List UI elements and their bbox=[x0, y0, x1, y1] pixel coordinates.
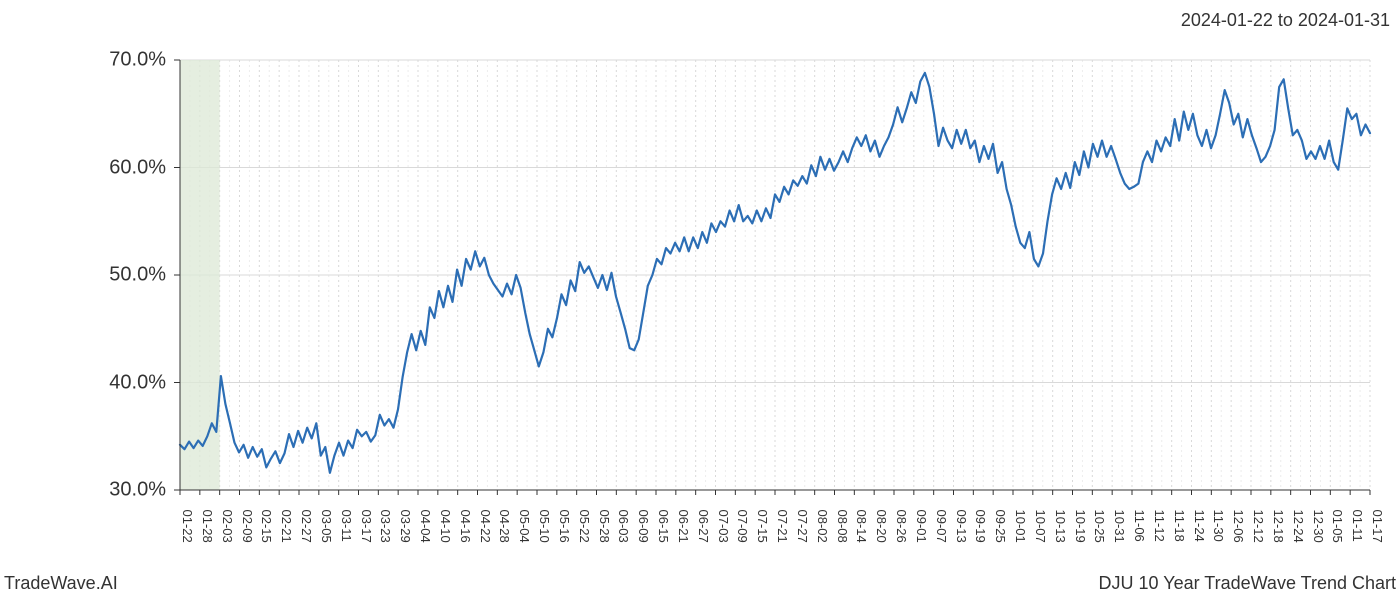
x-tick-label: 10-19 bbox=[1073, 510, 1088, 543]
x-tick-label: 05-04 bbox=[517, 510, 532, 543]
y-tick-label: 70.0% bbox=[0, 49, 166, 72]
x-tick-label: 08-26 bbox=[894, 510, 909, 543]
x-tick-label: 10-01 bbox=[1013, 510, 1028, 543]
x-tick-label: 02-15 bbox=[259, 510, 274, 543]
x-tick-label: 07-09 bbox=[735, 510, 750, 543]
x-tick-label: 01-28 bbox=[200, 510, 215, 543]
x-tick-label: 12-30 bbox=[1311, 510, 1326, 543]
y-tick-label: 60.0% bbox=[0, 156, 166, 179]
x-tick-label: 11-24 bbox=[1192, 510, 1207, 542]
x-tick-label: 06-27 bbox=[696, 510, 711, 543]
x-tick-label: 11-18 bbox=[1172, 510, 1187, 542]
x-tick-label: 12-24 bbox=[1291, 510, 1306, 543]
x-tick-label: 06-09 bbox=[636, 510, 651, 543]
x-tick-label: 09-07 bbox=[934, 510, 949, 543]
chart-title: DJU 10 Year TradeWave Trend Chart bbox=[1099, 573, 1396, 594]
x-tick-label: 03-05 bbox=[319, 510, 334, 543]
x-tick-label: 06-03 bbox=[616, 510, 631, 543]
x-tick-label: 10-31 bbox=[1112, 510, 1127, 543]
x-tick-label: 07-27 bbox=[795, 510, 810, 543]
x-tick-label: 04-10 bbox=[438, 510, 453, 543]
x-tick-label: 10-25 bbox=[1092, 510, 1107, 543]
x-tick-label: 01-11 bbox=[1350, 510, 1365, 542]
x-tick-label: 03-11 bbox=[339, 510, 354, 542]
x-tick-label: 08-02 bbox=[815, 510, 830, 543]
x-tick-label: 07-03 bbox=[716, 510, 731, 543]
x-tick-label: 02-27 bbox=[299, 510, 314, 543]
x-tick-label: 12-18 bbox=[1271, 510, 1286, 543]
x-tick-label: 01-22 bbox=[180, 510, 195, 543]
y-tick-label: 40.0% bbox=[0, 371, 166, 394]
chart-container: 2024-01-22 to 2024-01-31 30.0% 40.0% 50.0%… bbox=[0, 0, 1400, 600]
x-tick-label: 12-06 bbox=[1231, 510, 1246, 543]
x-tick-label: 11-06 bbox=[1132, 510, 1147, 542]
x-tick-label: 07-15 bbox=[755, 510, 770, 543]
x-tick-label: 09-25 bbox=[993, 510, 1008, 543]
x-tick-label: 04-22 bbox=[478, 510, 493, 543]
y-tick-label: 50.0% bbox=[0, 264, 166, 287]
x-tick-label: 02-21 bbox=[279, 510, 294, 543]
date-range-label: 2024-01-22 to 2024-01-31 bbox=[1181, 10, 1390, 31]
x-tick-label: 04-28 bbox=[497, 510, 512, 543]
brand-label: TradeWave.AI bbox=[4, 573, 118, 594]
x-tick-label: 05-22 bbox=[577, 510, 592, 543]
x-tick-label: 04-16 bbox=[458, 510, 473, 543]
x-tick-label: 11-30 bbox=[1211, 510, 1226, 542]
x-tick-label: 08-20 bbox=[874, 510, 889, 543]
x-tick-label: 03-17 bbox=[359, 510, 374, 543]
x-tick-label: 09-13 bbox=[954, 510, 969, 543]
x-tick-label: 01-05 bbox=[1330, 510, 1345, 543]
x-tick-label: 03-29 bbox=[398, 510, 413, 543]
x-tick-label: 06-15 bbox=[656, 510, 671, 543]
x-tick-label: 02-03 bbox=[220, 510, 235, 543]
x-tick-label: 08-08 bbox=[835, 510, 850, 543]
x-tick-label: 09-01 bbox=[914, 510, 929, 543]
x-tick-label: 11-12 bbox=[1152, 510, 1167, 542]
x-tick-label: 04-04 bbox=[418, 510, 433, 543]
x-tick-label: 10-07 bbox=[1033, 510, 1048, 543]
x-tick-label: 03-23 bbox=[378, 510, 393, 543]
x-tick-label: 06-21 bbox=[676, 510, 691, 543]
x-tick-label: 05-28 bbox=[597, 510, 612, 543]
x-tick-label: 08-14 bbox=[854, 510, 869, 543]
y-tick-label: 30.0% bbox=[0, 479, 166, 502]
x-tick-label: 12-12 bbox=[1251, 510, 1266, 543]
x-tick-label: 02-09 bbox=[240, 510, 255, 543]
x-tick-label: 01-17 bbox=[1370, 510, 1385, 543]
x-tick-label: 05-16 bbox=[557, 510, 572, 543]
x-tick-label: 09-19 bbox=[973, 510, 988, 543]
x-tick-label: 05-10 bbox=[537, 510, 552, 543]
x-tick-label: 07-21 bbox=[775, 510, 790, 543]
x-tick-label: 10-13 bbox=[1053, 510, 1068, 543]
